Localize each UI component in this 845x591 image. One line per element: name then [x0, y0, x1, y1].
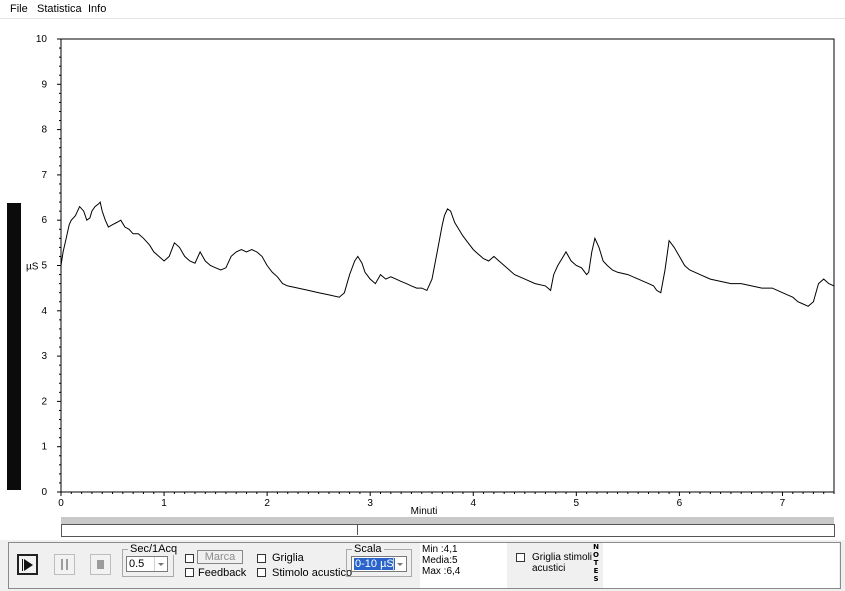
scala-label: Scala: [352, 543, 384, 555]
sec-acq-label: Sec/1Acq: [128, 543, 180, 555]
chevron-down-icon[interactable]: [154, 557, 167, 571]
y-tick-label: 6: [41, 215, 47, 226]
x-tick-label: 7: [780, 498, 786, 509]
chart-scrollbar[interactable]: [61, 517, 834, 526]
play-bar-glyph: [22, 559, 23, 571]
stimolo-acustico-label: Stimolo acustico: [272, 567, 353, 579]
x-tick-label: 1: [161, 498, 167, 509]
play-icon: [24, 559, 33, 571]
y-axis-label: µS: [26, 262, 39, 273]
notes-letter: O: [593, 551, 599, 559]
stop-icon: [97, 560, 104, 569]
stat-media: Media:5: [422, 555, 458, 566]
y-tick-label: 1: [41, 442, 47, 453]
notes-letter: E: [593, 567, 599, 575]
notes-letter: N: [593, 543, 599, 551]
notes-letter: T: [593, 559, 599, 567]
signal-level-bar: [7, 203, 21, 490]
y-tick-label: 10: [36, 34, 48, 45]
x-axis: 0 1 2 3 4 5 6 7: [58, 492, 835, 509]
marca-checkbox[interactable]: [185, 554, 194, 563]
scala-select[interactable]: 0-10 µS: [351, 556, 407, 572]
griglia-checkbox[interactable]: [257, 554, 266, 563]
pause-icon-bar: [66, 559, 68, 570]
stat-max: Max :6,4: [422, 566, 461, 577]
sec-acq-select[interactable]: 0.5: [126, 556, 168, 572]
notes-textarea[interactable]: [603, 543, 839, 588]
feedback-checkbox[interactable]: [185, 568, 194, 577]
griglia-stimoli-label: Griglia stimoli: [532, 552, 593, 563]
y-axis: 0 1 2 3 4 5 6 7 8 9 10: [36, 34, 61, 498]
stimolo-acustico-checkbox[interactable]: [257, 568, 266, 577]
stat-min: Min :4,1: [422, 544, 458, 555]
y-tick-label: 0: [41, 487, 47, 498]
x-tick-label: 6: [677, 498, 683, 509]
x-tick-label: 4: [470, 498, 476, 509]
griglia-stimoli-label-2: acustici: [532, 563, 566, 574]
menu-statistica[interactable]: Statistica: [37, 3, 82, 15]
time-scroll-track[interactable]: [61, 524, 835, 537]
time-scroll-thumb[interactable]: [357, 524, 358, 535]
y-tick-label: 7: [41, 170, 47, 181]
sec-acq-value: 0.5: [129, 558, 145, 570]
pause-button[interactable]: [54, 554, 75, 575]
series-line: [60, 201, 835, 307]
x-tick-label: 0: [58, 498, 64, 509]
plot-area: [60, 38, 835, 493]
notes-vertical-label: N O T E S: [592, 543, 600, 583]
y-tick-label: 5: [41, 261, 47, 272]
stats-box: [420, 543, 507, 588]
feedback-label: Feedback: [198, 567, 247, 579]
stop-button[interactable]: [90, 554, 111, 575]
x-tick-label: 2: [264, 498, 270, 509]
y-tick-label: 9: [41, 79, 47, 90]
marca-button[interactable]: Marca: [197, 550, 243, 564]
x-tick-label: 5: [574, 498, 580, 509]
griglia-label: Griglia: [272, 552, 304, 564]
y-tick-label: 8: [41, 125, 47, 136]
y-tick-label: 4: [41, 306, 47, 317]
y-tick-label: 3: [41, 351, 47, 362]
line-chart: 0 1 2 3 4 5 6 7 8 9 10 0 1 2 3 4 5 6 7 µS Minuti: [26, 34, 835, 517]
pause-icon: [61, 559, 63, 570]
play-button[interactable]: [17, 554, 38, 575]
x-tick-label: 3: [367, 498, 373, 509]
griglia-stimoli-checkbox[interactable]: [516, 553, 525, 562]
menu-info[interactable]: Info: [88, 3, 107, 15]
menu-bar: File Statistica Info: [0, 0, 845, 19]
menu-file[interactable]: File: [10, 3, 28, 15]
y-tick-label: 2: [41, 396, 47, 407]
chevron-down-icon[interactable]: [393, 557, 406, 571]
notes-letter: S: [593, 575, 599, 583]
scala-value: 0-10 µS: [354, 558, 395, 570]
x-axis-label: Minuti: [411, 506, 438, 517]
